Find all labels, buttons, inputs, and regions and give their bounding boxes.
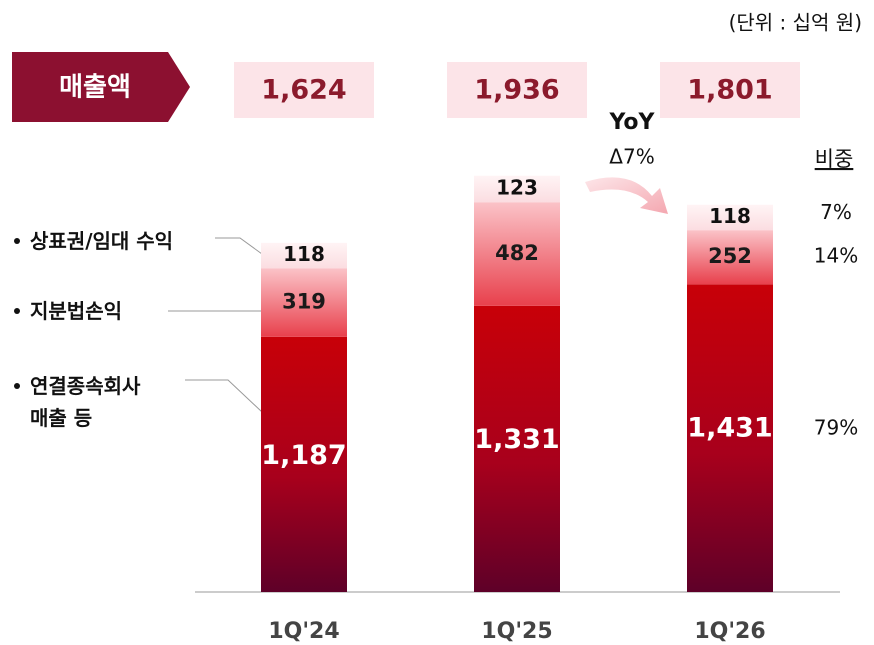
share-label: 79% bbox=[814, 415, 858, 439]
legend-label: 연결종속회사 매출 등 bbox=[30, 374, 141, 430]
total-box bbox=[234, 62, 374, 118]
x-tick-label: 1Q'25 bbox=[481, 619, 552, 644]
bar-segment bbox=[261, 242, 347, 269]
x-tick-label: 1Q'24 bbox=[268, 619, 339, 644]
share-title: 비중 bbox=[815, 147, 854, 171]
yoy-change: Δ7% bbox=[609, 145, 654, 169]
bar-segment bbox=[687, 284, 773, 592]
total-banner bbox=[12, 52, 190, 122]
legend-label: 지분법손익 bbox=[30, 299, 122, 323]
total-value: 1,936 bbox=[474, 75, 559, 106]
legend-leaders bbox=[168, 237, 263, 413]
data-label: 118 bbox=[709, 204, 751, 228]
data-label: 319 bbox=[282, 290, 326, 314]
legend-bullets bbox=[14, 238, 20, 389]
bar-segment bbox=[474, 202, 560, 306]
data-label: 252 bbox=[708, 244, 752, 268]
total-label: 매출액 bbox=[59, 73, 131, 103]
data-label: 1,187 bbox=[261, 440, 346, 471]
yoy-arrow bbox=[585, 177, 668, 214]
bar-segment bbox=[687, 230, 773, 285]
legend-bullet bbox=[14, 238, 20, 244]
share-label: 7% bbox=[820, 200, 852, 224]
bar-segment bbox=[687, 204, 773, 231]
data-label: 1,431 bbox=[687, 412, 772, 443]
bar-segment bbox=[474, 305, 560, 592]
legend-leader bbox=[185, 379, 263, 413]
data-label: 123 bbox=[496, 175, 538, 199]
yoy-title: YoY bbox=[609, 110, 656, 135]
legend-bullet bbox=[14, 308, 20, 314]
data-label: 118 bbox=[283, 242, 325, 266]
legend-label: 상표권/임대 수익 bbox=[30, 229, 174, 253]
data-label: 1,331 bbox=[474, 424, 559, 455]
bar-segment bbox=[261, 336, 347, 592]
bar-segment bbox=[474, 175, 560, 203]
legend-leader bbox=[215, 237, 263, 255]
total-box bbox=[447, 62, 587, 118]
legend-bullet bbox=[14, 383, 20, 389]
data-label: 482 bbox=[495, 241, 539, 265]
bar-segment bbox=[261, 268, 347, 337]
total-box bbox=[660, 62, 800, 118]
total-value: 1,801 bbox=[687, 75, 772, 106]
share-label: 14% bbox=[814, 244, 858, 268]
total-value: 1,624 bbox=[261, 75, 346, 106]
unit-note: (단위 : 십억 원) bbox=[729, 11, 862, 35]
x-tick-label: 1Q'26 bbox=[694, 619, 765, 644]
